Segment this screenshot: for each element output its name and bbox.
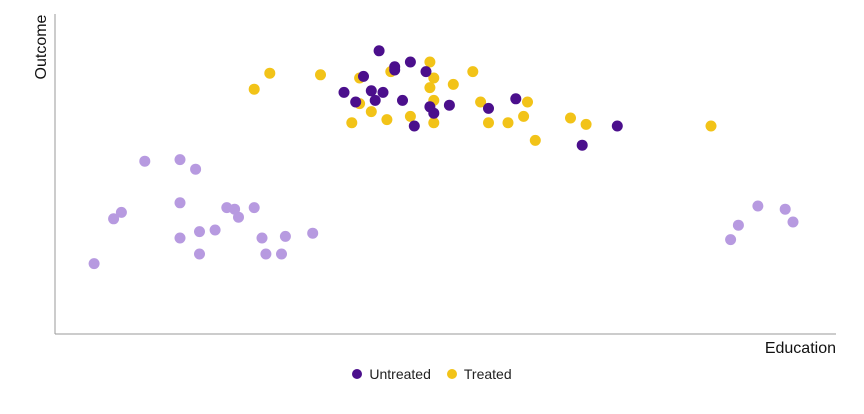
point-other-21 (732, 219, 744, 231)
legend-item-treated: Treated (446, 366, 512, 382)
point-treated-22 (529, 134, 541, 146)
point-other-16 (260, 248, 272, 260)
point-untreated-18 (611, 120, 623, 132)
point-treated-11 (365, 106, 377, 118)
point-treated-13 (346, 117, 358, 129)
point-other-7 (194, 226, 205, 238)
point-untreated-5 (365, 85, 377, 97)
point-treated-5 (424, 56, 436, 68)
point-other-13 (233, 211, 244, 223)
point-treated-1 (264, 67, 276, 79)
point-treated-21 (522, 96, 533, 108)
point-other-14 (248, 202, 260, 214)
point-untreated-6 (377, 86, 389, 98)
point-other-19 (307, 227, 319, 239)
point-treated-24 (580, 118, 592, 130)
point-other-5 (190, 163, 202, 175)
legend-label-untreated: Untreated (369, 366, 431, 382)
point-untreated-14 (424, 101, 436, 113)
point-other-1 (108, 213, 120, 225)
point-other-8 (209, 224, 221, 236)
point-untreated-12 (408, 120, 420, 132)
point-other-2 (115, 206, 127, 218)
legend-swatch-untreated (352, 369, 363, 379)
point-treated-20 (518, 110, 530, 122)
point-treated-25 (705, 120, 717, 132)
point-other-3 (139, 155, 151, 167)
point-untreated-16 (483, 102, 494, 114)
point-other-9 (174, 232, 186, 244)
point-untreated-9 (397, 94, 408, 106)
point-untreated-17 (510, 93, 522, 105)
legend: Untreated Treated (0, 366, 864, 382)
legend-swatch-treated (446, 369, 457, 379)
point-treated-15 (447, 78, 459, 90)
point-other-22 (752, 200, 764, 212)
point-untreated-8 (389, 61, 401, 73)
point-treated-9 (428, 117, 440, 129)
point-other-18 (279, 230, 291, 242)
point-other-15 (256, 232, 268, 244)
point-untreated-19 (576, 139, 588, 151)
point-treated-19 (502, 117, 514, 129)
point-treated-6 (428, 72, 440, 84)
point-treated-17 (475, 96, 487, 108)
point-other-20 (725, 234, 737, 246)
point-untreated-10 (404, 56, 416, 68)
points-layer (88, 45, 799, 270)
point-other-6 (174, 197, 186, 209)
point-treated-7 (424, 82, 436, 94)
point-treated-10 (381, 114, 393, 126)
point-treated-14 (404, 110, 416, 122)
point-untreated-2 (358, 70, 369, 82)
point-treated-23 (565, 112, 576, 124)
point-treated-16 (467, 66, 479, 78)
point-untreated-7 (369, 94, 381, 106)
point-other-23 (779, 203, 791, 215)
legend-label-treated: Treated (463, 366, 512, 382)
point-untreated-4 (350, 96, 362, 108)
point-other-4 (174, 154, 186, 166)
point-treated-0 (248, 83, 260, 95)
point-other-10 (194, 248, 205, 260)
point-untreated-15 (443, 99, 455, 111)
y-axis-title: Outcome (33, 14, 50, 79)
point-treated-2 (315, 69, 326, 81)
point-untreated-0 (373, 45, 385, 57)
point-other-17 (276, 248, 287, 260)
point-untreated-3 (338, 86, 350, 98)
x-axis-title: Education (765, 340, 836, 357)
point-other-0 (88, 258, 100, 270)
point-other-24 (787, 216, 799, 228)
point-untreated-11 (420, 66, 432, 78)
legend-item-untreated: Untreated (352, 366, 431, 382)
point-treated-18 (483, 117, 494, 129)
